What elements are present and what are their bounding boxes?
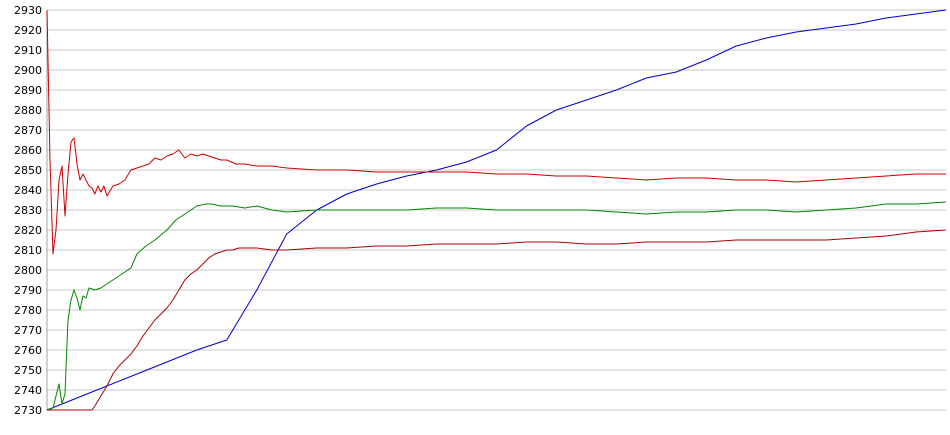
y-tick-label: 2780: [14, 304, 42, 317]
y-tick-label: 2770: [14, 324, 42, 337]
series-line-2: [46, 9, 946, 255]
y-tick-label: 2730: [14, 404, 42, 417]
series-line-1: [46, 9, 947, 411]
y-tick-label: 2910: [14, 44, 42, 57]
y-tick-label: 2890: [14, 84, 42, 97]
y-tick-label: 2930: [14, 4, 42, 17]
y-tick-label: 2840: [14, 184, 42, 197]
y-tick-label: 2820: [14, 224, 42, 237]
y-tick-label: 2870: [14, 124, 42, 137]
y-tick-label: 2790: [14, 284, 42, 297]
y-tick-label: 2810: [14, 244, 42, 257]
y-tick-label: 2750: [14, 364, 42, 377]
y-tick-label: 2880: [14, 104, 42, 117]
tick-labels: 2730 2740 2750 2760 2770 2780 2790 2800 2810 2820…: [14, 4, 42, 417]
y-tick-label: 2850: [14, 164, 42, 177]
y-tick-label: 2900: [14, 64, 42, 77]
y-tick-label: 2800: [14, 264, 42, 277]
series-line-3: [46, 201, 947, 411]
y-tick-label: 2830: [14, 204, 42, 217]
y-tick-label: 2860: [14, 144, 42, 157]
y-tick-label: 2760: [14, 344, 42, 357]
y-tick-label: 2920: [14, 24, 42, 37]
series-layer: [46, 9, 947, 411]
series-line-4: [47, 229, 947, 411]
y-tick-label: 2740: [14, 384, 42, 397]
